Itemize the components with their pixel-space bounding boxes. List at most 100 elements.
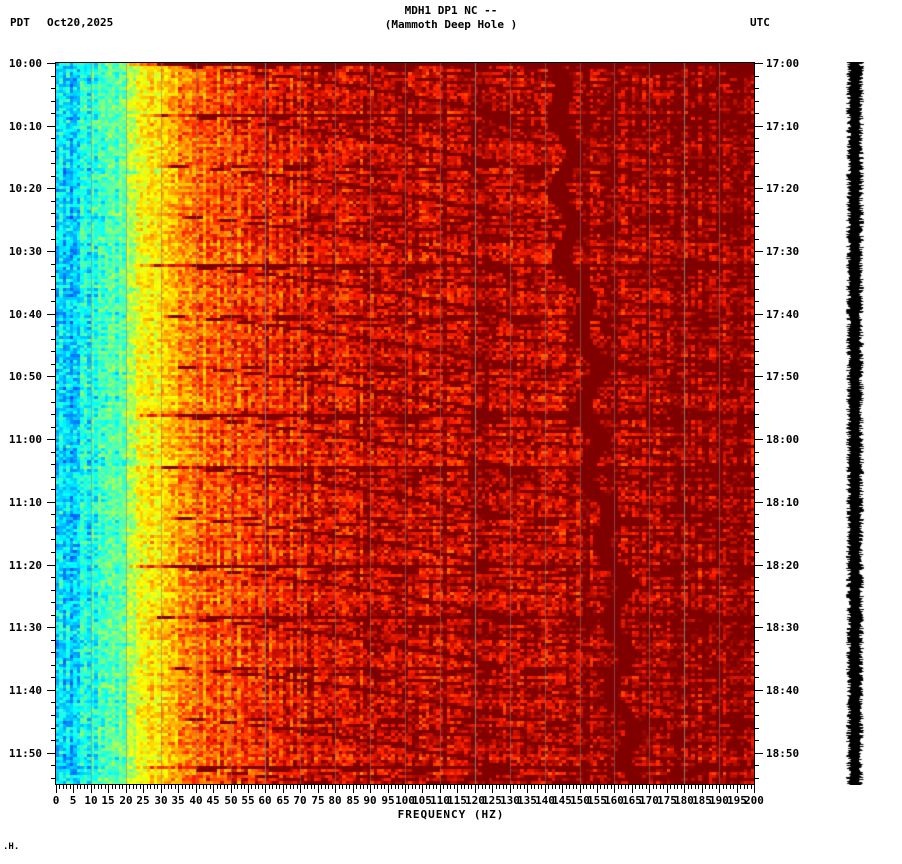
frequency-tick	[269, 784, 270, 789]
frequency-label: 150	[570, 794, 590, 807]
frequency-tick	[580, 784, 581, 793]
frequency-tick	[234, 784, 235, 789]
time-tick	[51, 151, 56, 152]
frequency-tick	[712, 784, 713, 789]
frequency-tick	[586, 784, 587, 789]
time-tick	[754, 552, 759, 553]
time-tick	[51, 76, 56, 77]
frequency-tick	[377, 784, 378, 789]
time-tick	[51, 514, 56, 515]
time-tick	[754, 502, 763, 503]
time-tick	[754, 765, 759, 766]
time-label-utc: 17:20	[766, 182, 800, 195]
frequency-tick	[171, 784, 172, 789]
frequency-tick	[510, 784, 511, 793]
time-label-utc: 17:50	[766, 370, 800, 383]
time-tick	[47, 126, 56, 127]
frequency-tick	[77, 784, 78, 789]
frequency-tick	[105, 784, 106, 789]
frequency-tick	[653, 784, 654, 789]
frequency-tick	[517, 784, 518, 789]
time-tick	[754, 289, 759, 290]
frequency-tick	[388, 784, 389, 793]
time-tick	[754, 527, 759, 528]
frequency-tick	[59, 784, 60, 789]
frequency-tick	[663, 784, 664, 789]
frequency-tick	[555, 784, 556, 789]
time-tick	[51, 339, 56, 340]
time-tick	[754, 176, 759, 177]
time-tick	[51, 702, 56, 703]
frequency-label: 105	[412, 794, 432, 807]
frequency-tick	[405, 784, 406, 793]
frequency-label: 190	[709, 794, 729, 807]
frequency-label: 40	[189, 794, 203, 807]
frequency-label: 95	[381, 794, 395, 807]
frequency-tick	[656, 784, 657, 789]
time-tick	[754, 577, 759, 578]
frequency-tick	[84, 784, 85, 789]
frequency-label: 45	[206, 794, 220, 807]
frequency-tick	[374, 784, 375, 789]
time-label-utc: 17:30	[766, 245, 800, 258]
time-label-pdt: 11:20	[8, 559, 42, 572]
time-tick	[754, 452, 759, 453]
time-tick	[754, 590, 759, 591]
time-tick	[754, 351, 759, 352]
frequency-tick	[395, 784, 396, 789]
frequency-tick	[91, 784, 92, 793]
frequency-tick	[440, 784, 441, 793]
frequency-tick	[307, 784, 308, 789]
amplitude-trace-strip	[845, 62, 865, 785]
time-label-pdt: 10:00	[8, 57, 42, 70]
frequency-tick	[290, 784, 291, 789]
time-tick	[754, 753, 763, 754]
frequency-tick	[56, 784, 57, 793]
frequency-label: 155	[587, 794, 607, 807]
frequency-tick	[192, 784, 193, 789]
frequency-tick	[607, 784, 608, 789]
frequency-tick	[674, 784, 675, 789]
time-tick	[754, 101, 759, 102]
frequency-tick	[98, 784, 99, 789]
time-tick	[754, 414, 759, 415]
frequency-tick	[419, 784, 420, 789]
time-tick	[51, 301, 56, 302]
frequency-tick	[370, 784, 371, 793]
frequency-tick	[513, 784, 514, 789]
time-tick	[754, 63, 763, 64]
time-label-utc: 18:20	[766, 559, 800, 572]
timezone-left-label: PDT	[10, 16, 30, 29]
frequency-tick	[569, 784, 570, 789]
spectrogram-plot[interactable]	[55, 62, 755, 785]
time-tick	[51, 101, 56, 102]
station-title: MDH1 DP1 NC --	[404, 4, 498, 17]
time-label-utc: 18:30	[766, 621, 800, 634]
frequency-tick	[251, 784, 252, 789]
frequency-tick	[346, 784, 347, 789]
frequency-tick	[649, 784, 650, 793]
frequency-tick	[667, 784, 668, 793]
time-tick	[754, 615, 759, 616]
frequency-tick	[227, 784, 228, 789]
frequency-label: 80	[328, 794, 342, 807]
frequency-label: 135	[517, 794, 537, 807]
frequency-tick	[625, 784, 626, 789]
frequency-tick	[279, 784, 280, 789]
frequency-tick	[566, 784, 567, 789]
time-label-utc: 17:00	[766, 57, 800, 70]
frequency-tick	[300, 784, 301, 793]
frequency-tick	[489, 784, 490, 789]
frequency-tick	[112, 784, 113, 789]
frequency-label: 180	[674, 794, 694, 807]
time-tick	[51, 226, 56, 227]
frequency-tick	[639, 784, 640, 789]
frequency-tick	[363, 784, 364, 789]
time-label-utc: 18:50	[766, 747, 800, 760]
time-label-pdt: 11:50	[8, 747, 42, 760]
frequency-tick	[210, 784, 211, 789]
frequency-tick	[541, 784, 542, 789]
frequency-tick	[702, 784, 703, 793]
frequency-tick	[583, 784, 584, 789]
time-tick	[51, 640, 56, 641]
